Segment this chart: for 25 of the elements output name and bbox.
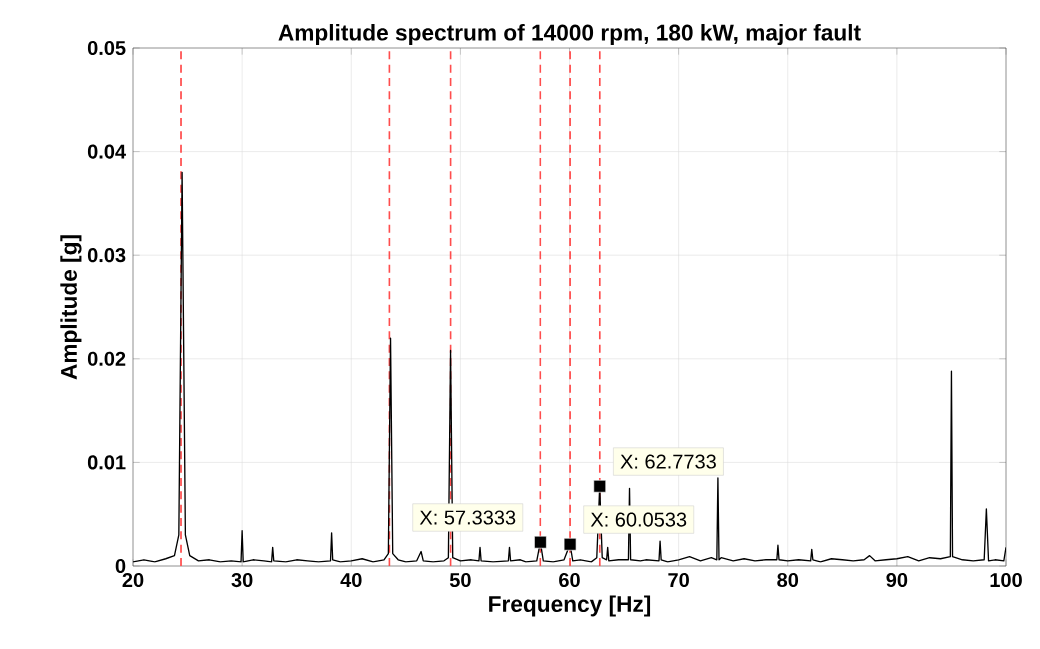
y-tick-label: 0.02 — [87, 351, 126, 366]
y-tick-label: 0 — [115, 558, 126, 574]
x-tick-label: 90 — [886, 572, 908, 588]
x-tick-label: 60 — [559, 572, 580, 588]
y-tick-label: 0.03 — [87, 248, 126, 263]
x-tick-label: 20 — [122, 572, 144, 588]
chart-title: Amplitude spectrum of 14000 rpm, 180 kW, major fault — [278, 23, 861, 46]
line-series — [133, 171, 1007, 563]
x-tick-label: 30 — [231, 572, 253, 588]
x-tick-label: 100 — [990, 572, 1022, 588]
x-tick-label: 50 — [449, 572, 471, 588]
point — [593, 479, 607, 493]
x-tick-label: 40 — [340, 572, 362, 588]
y-tick-label: 0.04 — [87, 144, 126, 159]
annotation: X: 57.3333 — [419, 510, 516, 525]
annotation: X: 60.0533 — [590, 512, 687, 527]
x-axis-title: Frequency [Hz] — [489, 595, 651, 617]
y-tick-label: 0.05 — [87, 40, 126, 56]
y-tick-label: 0.01 — [87, 455, 126, 470]
point — [534, 535, 547, 549]
x-tick-label: 70 — [668, 572, 689, 588]
y-axis-title: Amplitude [g] — [60, 235, 82, 380]
annotation: X: 62.7733 — [620, 454, 716, 469]
point — [563, 537, 577, 551]
x-tick-label: 80 — [777, 572, 799, 588]
